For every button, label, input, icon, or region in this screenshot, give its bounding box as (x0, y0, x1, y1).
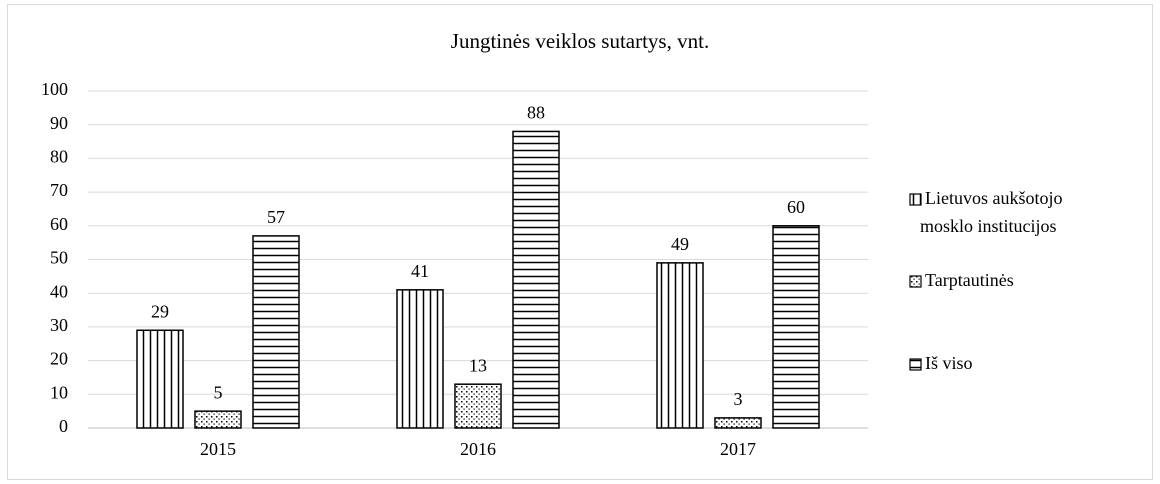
legend-swatch (909, 193, 922, 206)
data-label: 3 (734, 389, 743, 409)
y-tick-label: 80 (50, 147, 68, 167)
bar (512, 130, 560, 429)
legend-swatch (909, 358, 922, 371)
y-tick-label: 70 (50, 180, 68, 200)
y-tick-label: 90 (50, 113, 68, 133)
bar (396, 289, 444, 429)
data-label: 41 (411, 261, 429, 281)
bar (136, 329, 184, 429)
data-label: 88 (527, 103, 545, 123)
y-tick-label: 40 (50, 281, 68, 301)
chart-border (7, 4, 1153, 480)
legend-swatch (909, 275, 922, 288)
data-label: 49 (671, 234, 689, 254)
y-tick-label: 20 (50, 349, 68, 369)
data-label: 13 (469, 355, 487, 375)
bar (454, 383, 502, 429)
data-label: 29 (151, 301, 169, 321)
chart-title: Jungtinės veiklos sutartys, vnt. (451, 29, 709, 53)
data-label: 57 (267, 207, 285, 227)
y-tick-label: 60 (50, 214, 68, 234)
legend-label: Iš viso (925, 353, 973, 373)
data-label: 5 (214, 382, 223, 402)
y-tick-label: 50 (50, 248, 68, 268)
y-tick-label: 30 (50, 315, 68, 335)
legend-label: Tarptautinės (925, 270, 1014, 290)
bar (772, 225, 820, 429)
y-tick-label: 0 (59, 416, 68, 436)
bar (714, 417, 762, 429)
x-tick-label: 2015 (200, 439, 236, 459)
y-tick-label: 10 (50, 382, 68, 402)
data-label: 60 (787, 197, 805, 217)
bar (252, 235, 300, 429)
bar (656, 262, 704, 429)
y-tick-label: 100 (41, 79, 68, 99)
legend-label: Lietuvos aukšotojo mosklo institucijos (920, 188, 1063, 236)
x-tick-label: 2016 (460, 439, 496, 459)
bar (194, 410, 242, 429)
x-tick-label: 2017 (720, 439, 756, 459)
